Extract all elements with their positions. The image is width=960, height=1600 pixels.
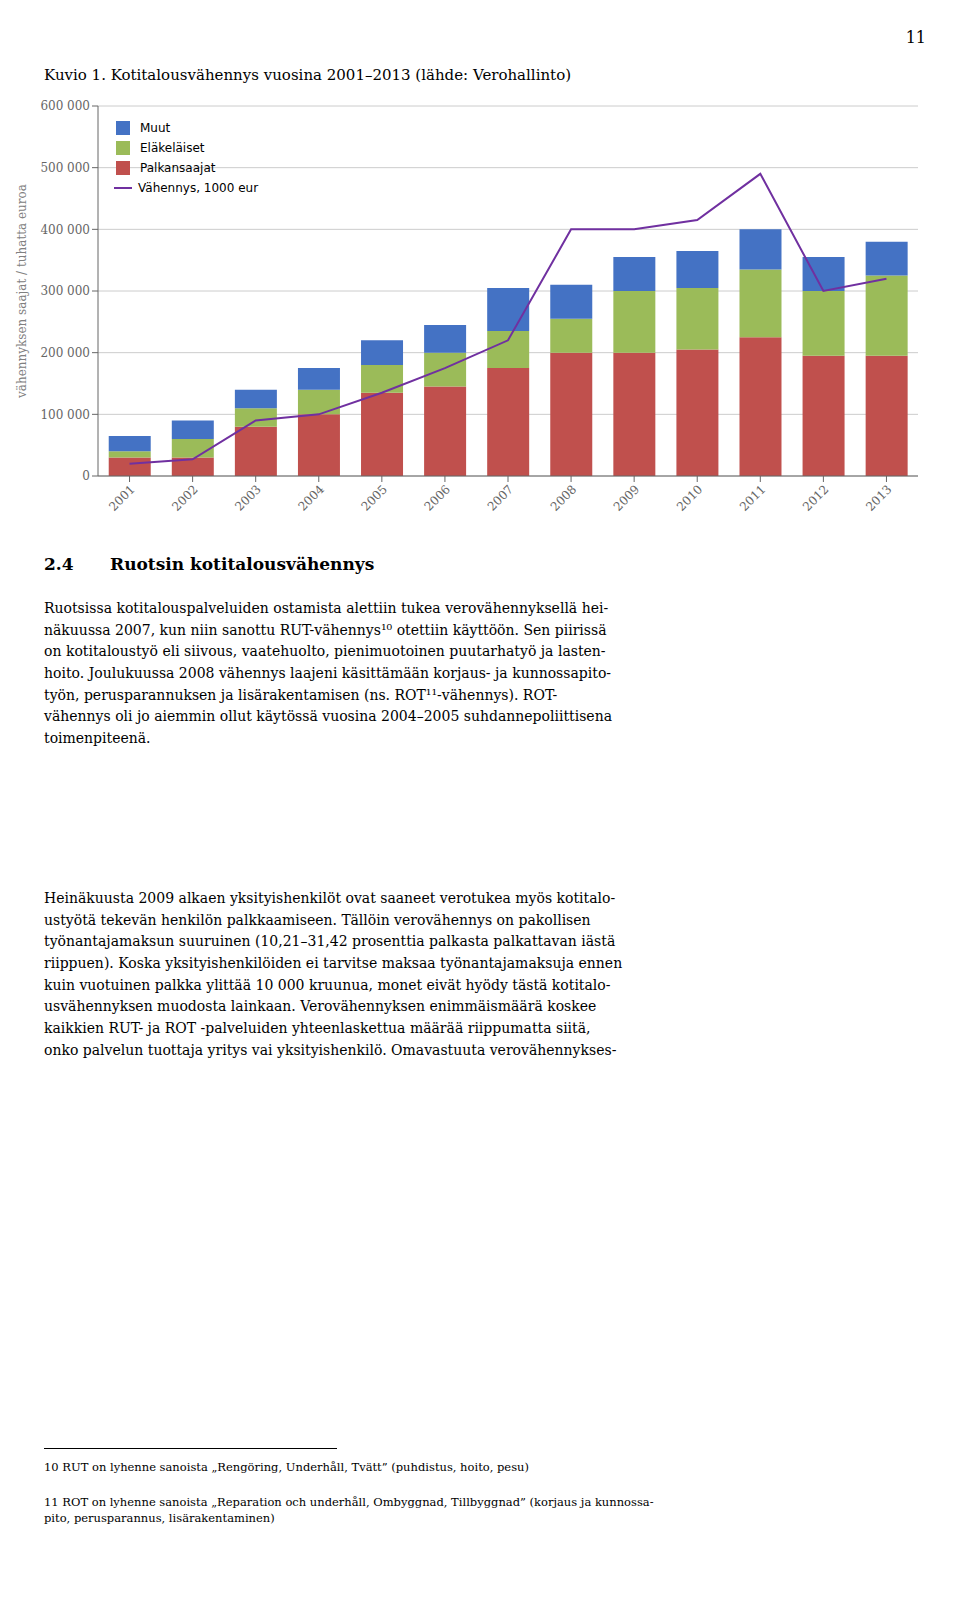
html-text:Heinäkuusta 2009 alkaen yksity: Heinäkuusta 2009 alkaen yksityishenkilöt… [44, 890, 623, 1058]
html-text:11 ROT on lyhenne sanoista „Re: 11 ROT on lyhenne sanoista „Reparation o… [44, 1495, 654, 1526]
html-text:Ruotsissa kotitalouspalveluide: Ruotsissa kotitalouspalveluiden ostamist… [44, 600, 612, 747]
svg-text:2001: 2001 [106, 482, 137, 513]
svg-text:2007: 2007 [485, 482, 516, 513]
html-text:Eläkeläiset: Eläkeläiset [140, 141, 205, 155]
html-text:Muut: Muut [140, 121, 171, 135]
svg-text:2011: 2011 [737, 482, 768, 513]
html-text:Ruotsin kotitalousvähennys: Ruotsin kotitalousvähennys [110, 554, 375, 574]
svg-text:2003: 2003 [232, 482, 263, 513]
html-text:Vähennys, 1000 eur: Vähennys, 1000 eur [138, 181, 259, 195]
svg-text:100 000: 100 000 [40, 408, 90, 422]
html-text:10 RUT on lyhenne sanoista „Re: 10 RUT on lyhenne sanoista „Rengöring, U… [44, 1460, 529, 1474]
svg-text:2002: 2002 [169, 482, 200, 513]
svg-text:2006: 2006 [422, 482, 453, 513]
svg-text:2012: 2012 [800, 482, 831, 513]
svg-text:2005: 2005 [358, 482, 389, 513]
svg-text:2010: 2010 [674, 482, 705, 513]
svg-text:300 000: 300 000 [40, 284, 90, 298]
svg-text:400 000: 400 000 [40, 223, 90, 237]
html-text:Palkansaajat: Palkansaajat [140, 161, 216, 175]
svg-text:2008: 2008 [548, 482, 579, 513]
svg-text:200 000: 200 000 [40, 346, 90, 360]
svg-text:2009: 2009 [611, 482, 642, 513]
svg-text:2013: 2013 [863, 482, 894, 513]
html-text:Kuvio 1. Kotitalousvähennys vu: Kuvio 1. Kotitalousvähennys vuosina 2001… [44, 66, 571, 84]
svg-text:600 000: 600 000 [40, 99, 90, 113]
svg-text:2004: 2004 [295, 482, 327, 514]
svg-text:500 000: 500 000 [40, 161, 90, 175]
html-text:2.4: 2.4 [44, 554, 74, 574]
svg-text:0: 0 [82, 469, 90, 483]
svg-text:vähennyksen saajat / tuhatta e: vähennyksen saajat / tuhatta euroa [15, 184, 29, 399]
html-text:11: 11 [905, 28, 926, 47]
